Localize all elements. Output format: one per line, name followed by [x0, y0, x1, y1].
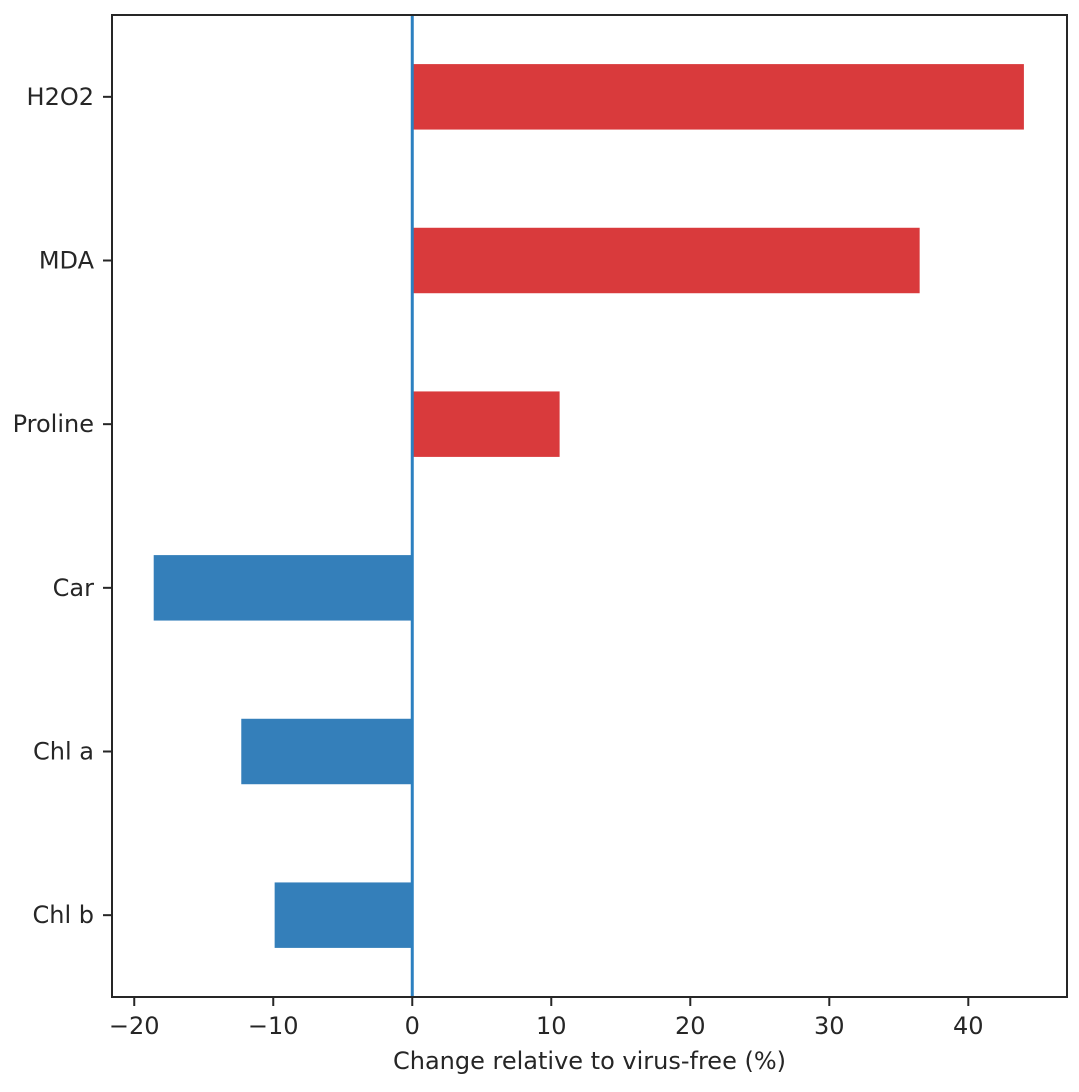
- x-tick-label-3: 10: [536, 1012, 567, 1040]
- bars-layer: [153, 64, 1024, 948]
- bar-chl-b: [274, 882, 413, 948]
- bar-h2o2: [412, 64, 1024, 130]
- plot-frame: [111, 14, 1068, 998]
- y-tick-label-proline: Proline: [13, 410, 94, 438]
- y-axis: H2O2 MDA Proline Car Chl a Chl b: [13, 83, 112, 929]
- x-tick-label-1: −10: [248, 1012, 299, 1040]
- y-tick-label-h2o2: H2O2: [27, 83, 94, 111]
- x-tick-label-5: 30: [814, 1012, 845, 1040]
- y-tick-label-car: Car: [53, 574, 94, 602]
- bar-chl-a: [241, 718, 413, 785]
- bar-mda: [412, 227, 920, 294]
- x-axis: −20 −10 0 10 20 30 40: [109, 997, 984, 1040]
- x-tick-label-4: 20: [675, 1012, 706, 1040]
- x-tick-label-2: 0: [405, 1012, 420, 1040]
- y-tick-label-chl-b: Chl b: [33, 901, 95, 929]
- x-tick-label-6: 40: [953, 1012, 984, 1040]
- x-axis-label: Change relative to virus-free (%): [393, 1047, 786, 1075]
- y-tick-label-chl-a: Chl a: [33, 738, 94, 766]
- bar-proline: [412, 391, 560, 457]
- y-tick-label-mda: MDA: [39, 247, 95, 275]
- bar-car: [153, 555, 413, 621]
- x-tick-label-0: −20: [109, 1012, 160, 1040]
